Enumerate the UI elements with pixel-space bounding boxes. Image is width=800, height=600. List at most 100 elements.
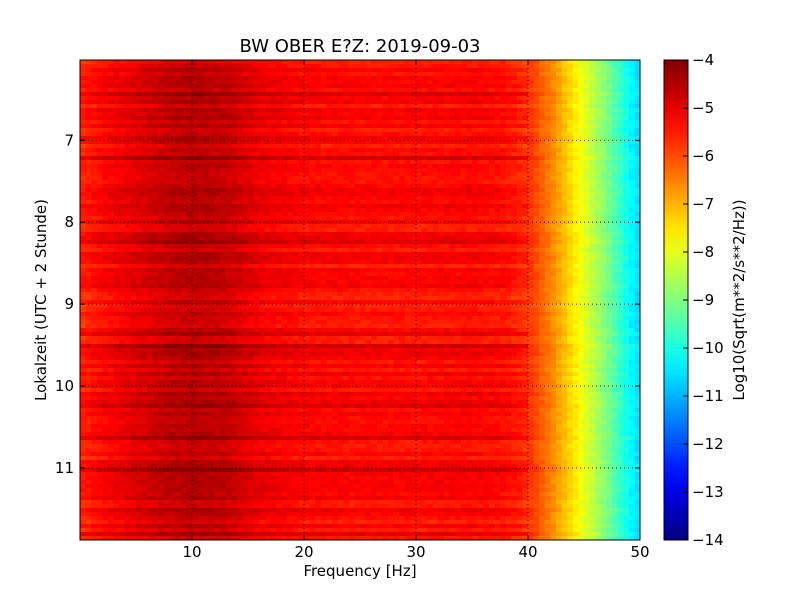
heatmap-cell (164, 108, 171, 113)
heatmap-cell (634, 132, 640, 137)
heatmap-cell (337, 132, 344, 137)
heatmap-cell (516, 172, 523, 177)
heatmap-cell (365, 232, 372, 237)
heatmap-cell (399, 136, 406, 141)
heatmap-cell (388, 180, 395, 185)
heatmap-cell (528, 164, 535, 169)
heatmap-cell (522, 132, 529, 137)
heatmap-cell (270, 64, 277, 69)
heatmap-cell (208, 136, 215, 141)
heatmap-cell (421, 80, 428, 85)
heatmap-cell (550, 200, 557, 205)
heatmap-cell (505, 200, 512, 205)
heatmap-cell (382, 216, 389, 221)
heatmap-cell (444, 152, 451, 157)
heatmap-cell (634, 80, 640, 85)
heatmap-cell (298, 188, 305, 193)
heatmap-cell (623, 132, 630, 137)
heatmap-cell (612, 204, 619, 209)
heatmap-cell (544, 80, 551, 85)
heatmap-cell (365, 212, 372, 217)
heatmap-cell (533, 156, 540, 161)
heatmap-cell (561, 108, 568, 113)
heatmap-cell (404, 104, 411, 109)
heatmap-cell (556, 112, 563, 117)
heatmap-cell (522, 64, 529, 69)
heatmap-cell (595, 240, 602, 245)
heatmap-cell (600, 128, 607, 133)
heatmap-cell (108, 80, 115, 85)
heatmap-cell (130, 172, 137, 177)
heatmap-cell (416, 60, 423, 65)
heatmap-cell (96, 188, 103, 193)
heatmap-cell (393, 208, 400, 213)
heatmap-cell (292, 136, 299, 141)
heatmap-cell (388, 220, 395, 225)
heatmap-cell (326, 184, 333, 189)
heatmap-cell (561, 196, 568, 201)
heatmap-cell (410, 196, 417, 201)
heatmap-cell (220, 120, 227, 125)
heatmap-cell (276, 76, 283, 81)
heatmap-cell (164, 192, 171, 197)
heatmap-cell (460, 216, 467, 221)
heatmap-cell (113, 208, 120, 213)
heatmap-cell (203, 224, 210, 229)
heatmap-cell (438, 236, 445, 241)
heatmap-cell (500, 112, 507, 117)
heatmap-cell (203, 220, 210, 225)
heatmap-cell (242, 236, 249, 241)
heatmap-cell (225, 80, 232, 85)
heatmap-cell (124, 192, 131, 197)
heatmap-cell (584, 144, 591, 149)
heatmap-cell (192, 244, 199, 249)
heatmap-cell (348, 204, 355, 209)
heatmap-cell (304, 168, 311, 173)
heatmap-cell (332, 220, 339, 225)
heatmap-cell (550, 80, 557, 85)
heatmap-cell (584, 60, 591, 65)
heatmap-cell (544, 224, 551, 229)
heatmap-cell (203, 64, 210, 69)
heatmap-cell (606, 172, 613, 177)
heatmap-cell (516, 80, 523, 85)
heatmap-cell (561, 256, 568, 261)
heatmap-cell (270, 196, 277, 201)
heatmap-cell (147, 64, 154, 69)
heatmap-cell (612, 240, 619, 245)
heatmap-cell (208, 224, 215, 229)
heatmap-cell (460, 144, 467, 149)
heatmap-cell (567, 204, 574, 209)
heatmap-cell (276, 248, 283, 253)
heatmap-cell (231, 208, 238, 213)
heatmap-cell (432, 144, 439, 149)
heatmap-cell (147, 224, 154, 229)
heatmap-cell (192, 168, 199, 173)
heatmap-cell (270, 164, 277, 169)
heatmap-cell (180, 188, 187, 193)
heatmap-cell (365, 208, 372, 213)
heatmap-cell (164, 140, 171, 145)
heatmap-cell (567, 164, 574, 169)
heatmap-cell (421, 136, 428, 141)
heatmap-cell (102, 84, 109, 89)
heatmap-cell (354, 64, 361, 69)
heatmap-cell (119, 88, 126, 93)
heatmap-cell (376, 208, 383, 213)
heatmap-cell (192, 164, 199, 169)
heatmap-cell (208, 188, 215, 193)
heatmap-cell (556, 164, 563, 169)
heatmap-cell (421, 88, 428, 93)
heatmap-cell (96, 148, 103, 153)
heatmap-cell (186, 116, 193, 121)
heatmap-cell (488, 124, 495, 129)
heatmap-cell (304, 204, 311, 209)
heatmap-cell (516, 116, 523, 121)
heatmap-cell (124, 196, 131, 201)
heatmap-cell (315, 180, 322, 185)
heatmap-cell (158, 64, 165, 69)
heatmap-cell (264, 212, 271, 217)
heatmap-cell (253, 88, 260, 93)
heatmap-cell (623, 232, 630, 237)
heatmap-cell (298, 192, 305, 197)
